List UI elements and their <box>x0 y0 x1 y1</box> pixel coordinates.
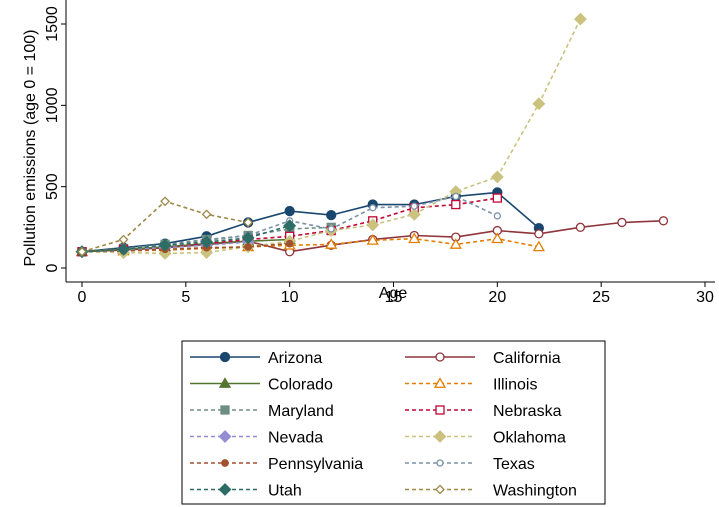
data-point-utah <box>241 231 255 245</box>
legend-marker <box>220 405 230 415</box>
series-oklahoma <box>75 12 587 260</box>
data-point-california <box>617 217 627 228</box>
legend-label: Arizona <box>268 350 322 367</box>
legend-label: Washington <box>493 483 577 500</box>
data-point-texas <box>493 212 501 220</box>
data-point-california <box>534 229 544 239</box>
axes: 0 5 10 15 20 25 30 0 500 1000 1500 <box>44 0 715 306</box>
legend-item-washington: Washington <box>405 483 577 500</box>
legend-marker <box>436 459 444 467</box>
legend-label: Nebraska <box>493 403 562 420</box>
data-point-oklahoma <box>490 170 504 184</box>
x-tick-label: 5 <box>181 289 190 306</box>
data-point-pennsylvania <box>285 239 294 248</box>
data-point-illinois <box>449 238 462 249</box>
legend-item-arizona: Arizona <box>190 350 322 367</box>
legend-marker <box>218 430 232 443</box>
legend-marker <box>218 377 232 388</box>
data-point-illinois <box>532 240 545 252</box>
legend-label: Oklahoma <box>493 430 566 447</box>
legend-item-nebraska: Nebraska <box>405 403 562 420</box>
legend-item-utah: Utah <box>190 483 302 500</box>
data-point-illinois <box>325 238 338 249</box>
legend-marker <box>219 351 231 363</box>
series-utah <box>75 219 297 259</box>
data-point-texas <box>369 204 377 212</box>
legend-item-illinois: Illinois <box>405 377 537 394</box>
series-line-arizona <box>81 191 540 253</box>
legend-marker <box>218 483 232 496</box>
data-point-oklahoma <box>573 12 587 26</box>
legend-label: Nevada <box>268 430 323 447</box>
data-point-washington <box>118 234 129 245</box>
x-tick-label: 15 <box>385 289 403 306</box>
data-point-illinois <box>491 232 504 244</box>
data-point-texas <box>410 202 418 210</box>
legend-marker <box>433 377 447 388</box>
legend-item-maryland: Maryland <box>190 403 334 420</box>
legend-label: Illinois <box>493 377 537 394</box>
data-point-utah <box>283 219 297 233</box>
data-point-washington <box>201 209 212 220</box>
data-point-washington <box>243 217 254 228</box>
legend-label: Colorado <box>268 377 333 394</box>
x-tick-label: 20 <box>488 289 506 306</box>
x-tick-label: 30 <box>696 289 714 306</box>
y-tick-label: 0 <box>44 263 61 272</box>
data-point-oklahoma <box>407 207 421 221</box>
data-point-arizona <box>326 209 337 221</box>
series-line-illinois <box>81 237 540 253</box>
data-point-texas <box>452 192 460 201</box>
data-point-utah <box>200 235 214 249</box>
data-point-oklahoma <box>366 218 380 232</box>
data-point-california <box>575 222 586 232</box>
legend-marker <box>433 430 447 443</box>
legend-item-oklahoma: Oklahoma <box>405 430 566 447</box>
legend: Arizona California Colorado Illinois Marylan… <box>181 340 606 505</box>
data-point-utah <box>117 242 130 256</box>
y-tick-label: 500 <box>44 173 61 200</box>
y-axis-label: Pollution emissions (age 0 = 100) <box>22 29 39 266</box>
legend-label: Maryland <box>268 403 334 420</box>
data-point-nebraska <box>492 193 502 203</box>
data-point-illinois <box>366 234 379 245</box>
data-point-illinois <box>408 232 421 244</box>
legend-item-texas: Texas <box>405 456 535 473</box>
x-tick-label: 0 <box>78 289 87 306</box>
legend-box <box>181 340 606 505</box>
legend-label: Pennsylvania <box>268 456 363 473</box>
data-point-texas <box>327 225 335 233</box>
data-point-california <box>658 216 669 226</box>
legend-item-california: California <box>405 350 561 367</box>
series-line-colorado <box>81 238 290 253</box>
legend-marker <box>221 459 229 467</box>
data-point-washington <box>77 246 87 257</box>
series-washington <box>77 196 254 257</box>
x-tick-label: 10 <box>281 289 299 306</box>
legend-item-nevada: Nevada <box>190 430 323 447</box>
legend-item-pennsylvania: Pennsylvania <box>190 456 363 473</box>
data-point-utah <box>158 238 172 252</box>
data-point-arizona <box>284 205 295 217</box>
data-point-nebraska <box>451 199 461 210</box>
legend-label: California <box>493 350 561 367</box>
legend-marker <box>435 405 445 415</box>
legend-label: Texas <box>493 456 535 473</box>
y-tick-label: 1000 <box>44 87 61 123</box>
legend-marker <box>435 484 445 495</box>
x-axis-label: Age <box>379 285 408 302</box>
data-point-washington <box>160 196 170 207</box>
legend-marker <box>435 352 445 362</box>
data-point-pennsylvania <box>244 243 252 251</box>
plot-area <box>75 12 669 260</box>
legend-label: Utah <box>268 483 302 500</box>
y-tick-label: 1500 <box>44 6 61 42</box>
legend-item-colorado: Colorado <box>190 377 333 394</box>
data-point-oklahoma <box>532 97 546 111</box>
x-tick-label: 25 <box>592 289 610 306</box>
